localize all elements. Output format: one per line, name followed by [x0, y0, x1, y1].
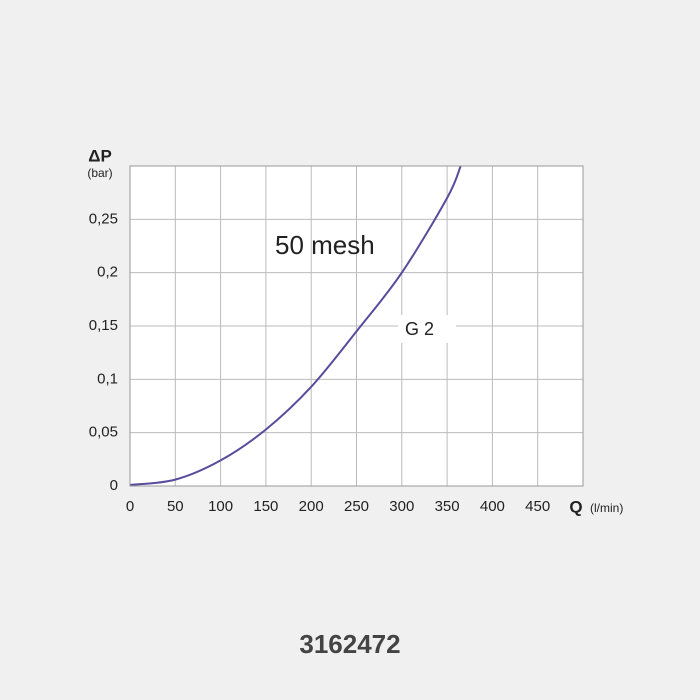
y-label: ΔP: [88, 146, 112, 165]
x-tick-label: 200: [299, 498, 324, 515]
annotation: G 2: [405, 319, 434, 339]
x-tick-label: 350: [435, 498, 460, 515]
x-tick-label: 250: [344, 498, 369, 515]
curve: [129, 165, 462, 486]
y-tick-label: 0,05: [89, 424, 118, 441]
y-tick-label: 0,1: [97, 370, 118, 387]
x-tick-label: 400: [480, 498, 505, 515]
x-tick-label: 300: [389, 498, 414, 515]
x-tick-label: 150: [253, 498, 278, 515]
plot-frame: [129, 165, 584, 487]
y-unit: (bar): [87, 166, 112, 180]
annotation: 50 mesh: [275, 230, 375, 260]
x-label: Q: [569, 497, 582, 516]
x-tick-label: 50: [167, 498, 184, 515]
y-tick-label: 0,25: [89, 210, 118, 227]
x-tick-label: 450: [525, 498, 550, 515]
x-tick-label: 0: [126, 498, 134, 515]
x-tick-label: 100: [208, 498, 233, 515]
y-tick-label: 0: [110, 477, 118, 494]
product-code: 3162472: [299, 629, 400, 659]
y-tick-label: 0,2: [97, 264, 118, 281]
label-box: [398, 315, 456, 343]
y-tick-label: 0,15: [89, 317, 118, 334]
x-unit: (l/min): [590, 501, 623, 515]
